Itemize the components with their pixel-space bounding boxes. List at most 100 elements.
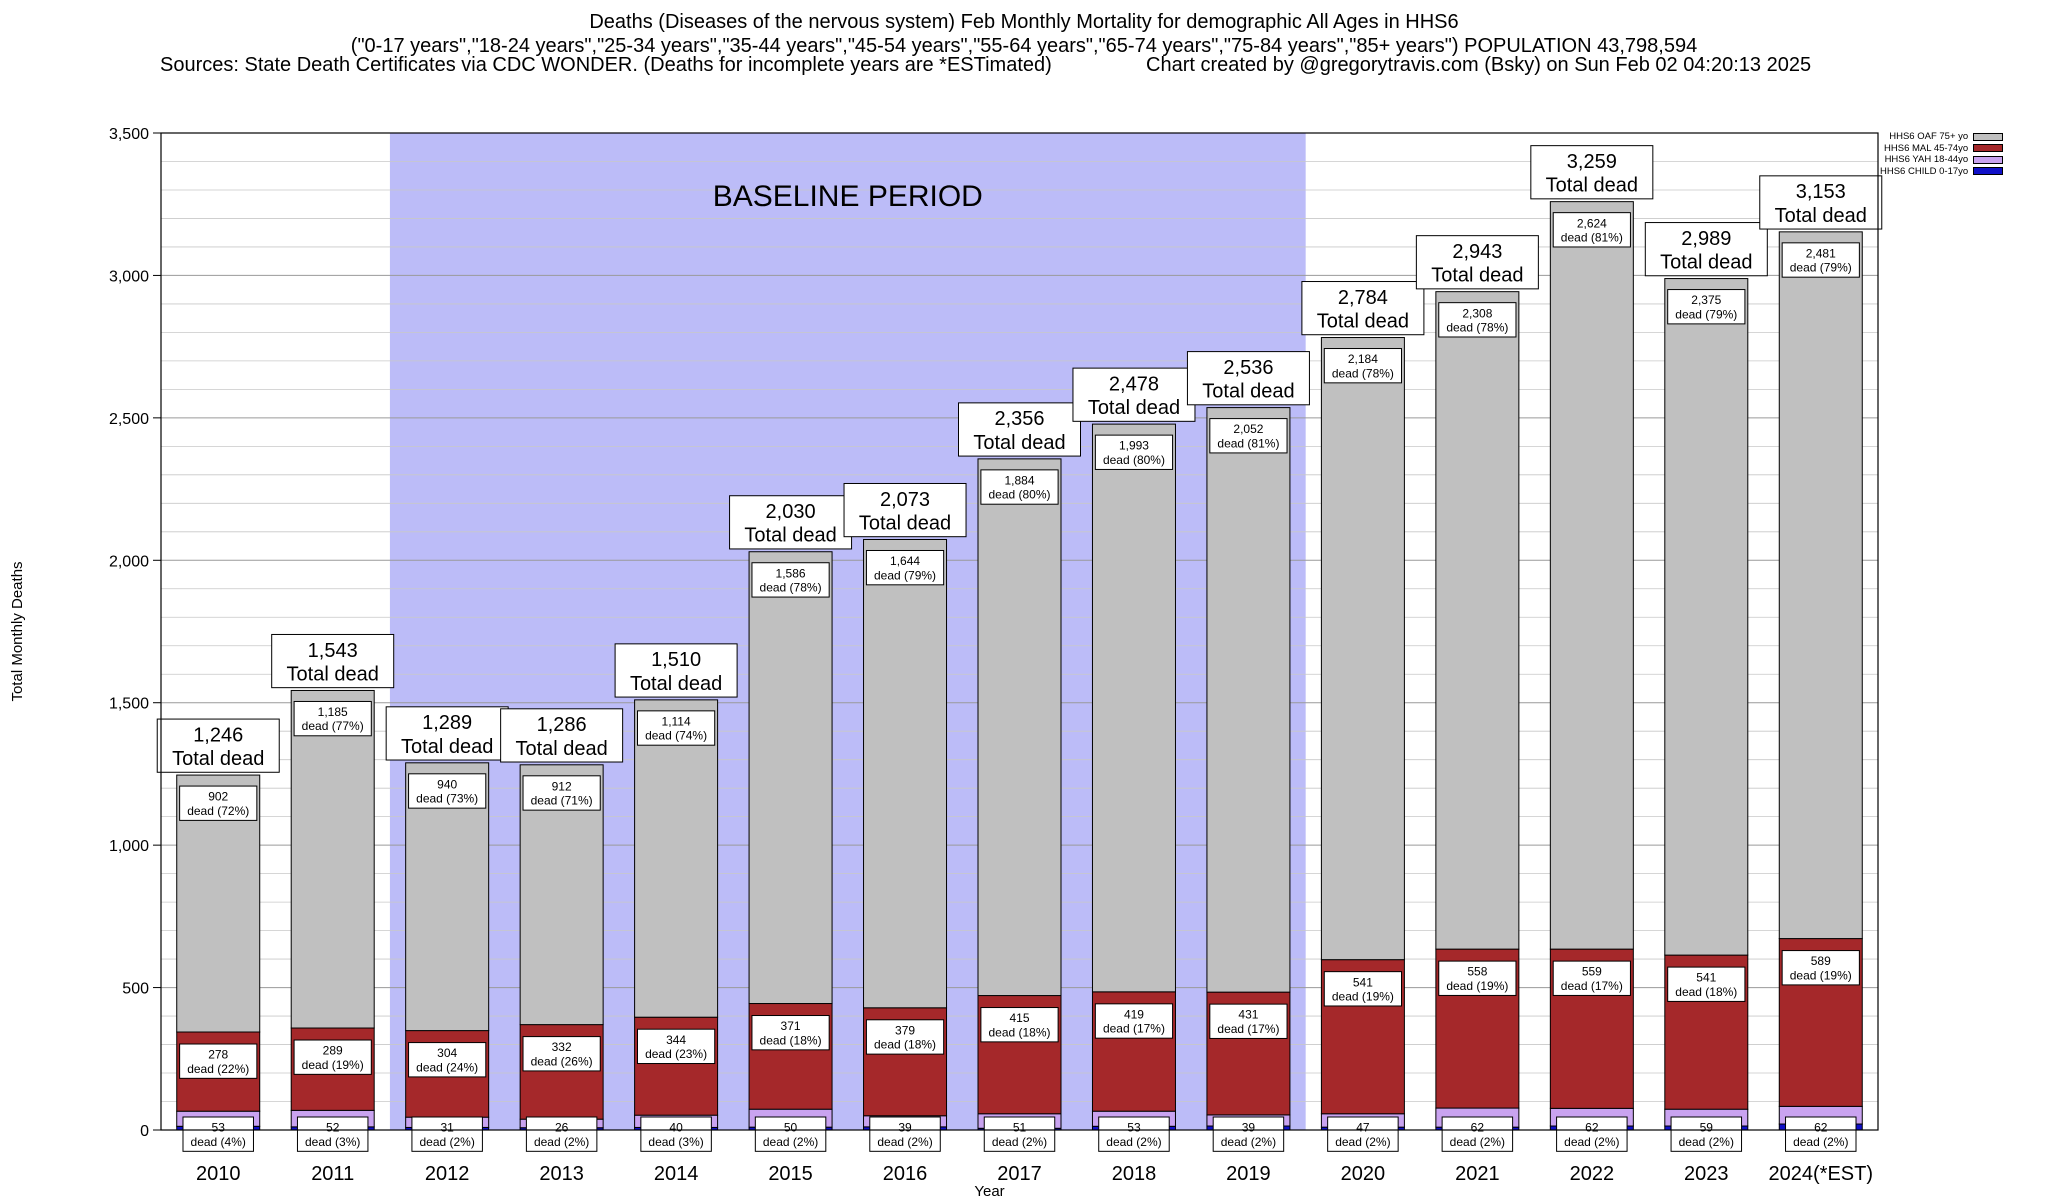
yah-label-box [525,1116,598,1152]
yah-label-box [1327,1116,1399,1152]
legend-label-mal: HHS6 MAL 45-74yo [1884,142,1969,154]
oaf-label-text: dead (74%) [645,729,707,743]
yah-label-text: dead (2%) [534,1135,589,1149]
mal-label-text: dead (23%) [645,1047,707,1061]
bar-segment [1320,337,1405,961]
total-label-box [1530,145,1654,200]
y-tick-label: 0 [140,1123,149,1140]
total-label-text: Total dead [401,736,493,758]
yah-label-text: 26 [555,1121,569,1135]
x-tick-label: 2012 [425,1163,470,1185]
y-tick-label: 1,500 [109,696,149,713]
mal-label-box [637,1028,716,1065]
legend-label-yah: HHS6 YAH 18-44yo [1884,154,1969,165]
oaf-label-text: dead (81%) [1217,436,1279,450]
total-label-text: Total dead [1088,397,1180,419]
total-label-text: 2,073 [880,489,930,511]
x-tick-label: 2013 [539,1163,584,1185]
chart-subtitle: ("0-17 years","18-24 years","25-34 years… [350,35,1698,57]
total-label-text: 3,259 [1567,151,1617,173]
yah-label-box [983,1116,1056,1152]
oaf-label-text: 2,052 [1233,422,1263,436]
oaf-label-box [1667,289,1746,325]
bar-segment [290,689,375,1029]
total-label-text: 3,153 [1796,181,1846,203]
yah-label-text: dead (2%) [763,1135,818,1149]
mal-label-text: 541 [1696,971,1716,985]
mal-label-box [1209,1003,1288,1039]
mal-label-box [980,1007,1059,1043]
mal-label-box [751,1015,830,1051]
legend-label-child: HHS6 CHILD 0-17yo [1880,165,1969,177]
oaf-label-text: 912 [552,779,572,793]
mal-label-text: dead (18%) [760,1033,822,1047]
total-label-text: Total dead [1317,310,1409,332]
chart-credit: Chart created by @gregorytravis.com (Bsk… [1146,54,1812,76]
mal-label-box [1094,1003,1174,1039]
total-label-text: Total dead [172,748,264,770]
bar-segment [1778,231,1863,940]
total-label-box [500,708,624,763]
yah-label-text: 47 [1356,1121,1370,1135]
bar-segment [863,538,948,1009]
oaf-label-text: 2,308 [1462,306,1492,320]
total-label-box [156,718,280,773]
oaf-label-text: 1,586 [776,566,806,580]
mal-label-text: 379 [895,1023,915,1037]
total-label-box [729,495,853,550]
total-label-text: Total dead [287,663,379,685]
yah-label-text: dead (2%) [1106,1135,1161,1149]
mal-label-text: dead (19%) [1332,989,1394,1003]
yah-label-text: dead (2%) [419,1135,474,1149]
mal-label-box [179,1043,258,1079]
yah-label-text: dead (3%) [305,1135,360,1149]
total-label-text: 2,356 [994,408,1044,430]
total-label-box [1644,222,1768,277]
oaf-label-text: 1,185 [318,705,348,719]
oaf-label-text: 2,184 [1348,352,1378,366]
oaf-label-box [1438,302,1517,338]
x-tick-label: 2020 [1341,1163,1386,1185]
oaf-label-box [1323,348,1403,384]
mal-label-text: 415 [1009,1011,1029,1025]
y-tick-label: 2,000 [109,553,149,570]
oaf-label-text: dead (80%) [988,488,1050,502]
oaf-label-text: dead (79%) [874,568,936,582]
bar-segment [1091,423,1176,993]
legend-label-oaf: HHS6 OAF 75+ yo [1889,131,1969,142]
mal-label-text: 344 [666,1033,686,1047]
total-label-box [958,402,1081,457]
mal-label-text: 332 [552,1040,572,1054]
mal-label-box [1438,960,1517,996]
total-label-box [385,706,509,761]
total-label-box [614,643,738,698]
total-label-text: 1,543 [308,640,358,662]
x-tick-label: 2019 [1226,1163,1271,1185]
x-tick-label: 2015 [768,1163,813,1185]
oaf-label-box [637,710,716,746]
oaf-label-box [980,469,1059,505]
mal-label-text: dead (18%) [874,1038,936,1052]
mal-label-box [408,1042,487,1078]
total-label-box [1301,281,1425,336]
yah-label-text: 53 [212,1121,226,1135]
total-label-box [1186,351,1310,406]
mal-label-box [865,1019,945,1055]
chart-legend: HHS6 OAF 75+ yo HHS6 MAL 45-74yo HHS6 YA… [1880,131,2004,177]
yah-label-box [296,1116,369,1152]
y-tick-label: 1,000 [109,838,149,855]
oaf-label-text: dead (78%) [760,581,822,595]
yah-label-box [1670,1116,1743,1152]
chart-title-block: Deaths (Diseases of the nervous system) … [0,10,2048,58]
oaf-label-text: 1,993 [1119,439,1149,453]
total-label-box [1072,367,1196,422]
total-label-text: Total dead [859,512,951,534]
total-label-box [843,482,967,538]
mal-label-text: dead (19%) [302,1058,364,1072]
y-tick-label: 3,500 [109,126,149,143]
total-label-text: Total dead [515,738,607,760]
mal-label-text: dead (26%) [531,1054,593,1068]
yah-label-box [754,1116,827,1152]
total-label-text: Total dead [744,525,836,547]
